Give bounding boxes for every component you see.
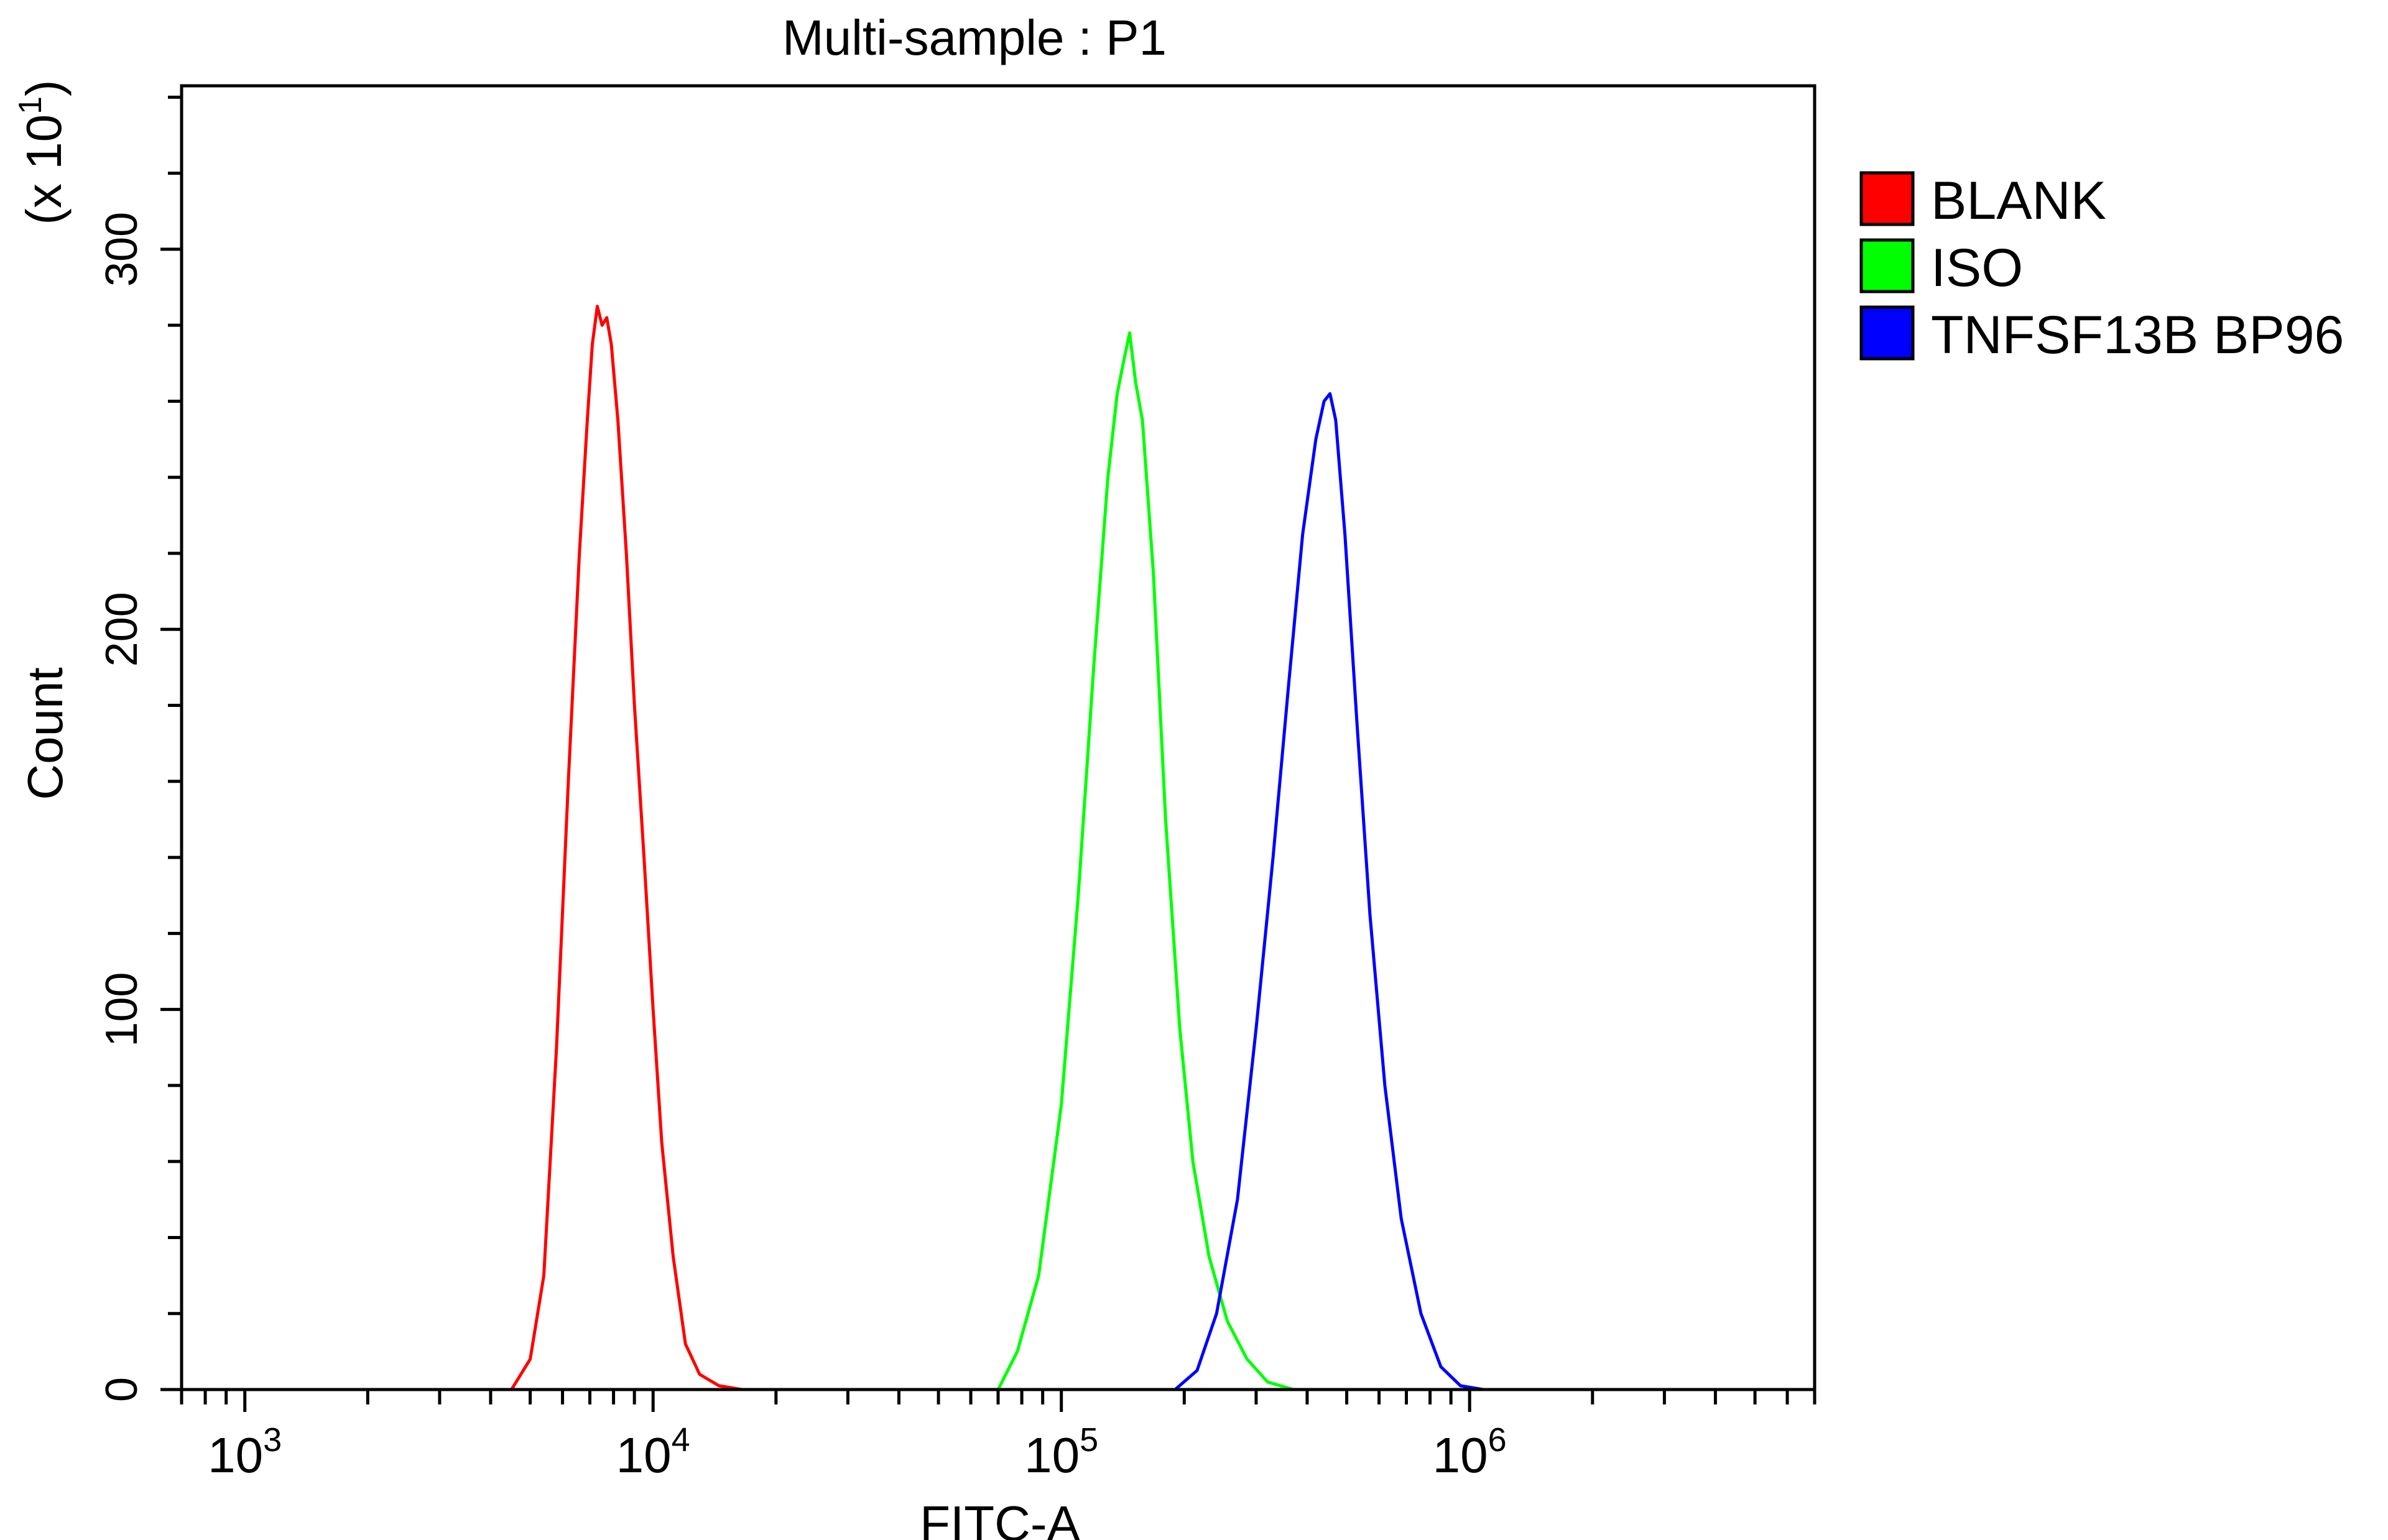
y-axis-title-group: Count bbox=[17, 667, 73, 800]
y-multiplier-close: ) bbox=[16, 80, 72, 96]
y-tick-label: 0 bbox=[97, 1377, 147, 1402]
y-tick-label-group: 100 bbox=[97, 972, 147, 1047]
x-tick-label: 103 bbox=[208, 1421, 282, 1483]
legend: BLANK ISO TNFSF13B BP96 bbox=[1859, 171, 2344, 365]
x-tick-base: 10 bbox=[208, 1427, 263, 1483]
legend-label: ISO bbox=[1931, 238, 2023, 298]
series-line-iso bbox=[996, 331, 1294, 1391]
legend-label: TNFSF13B BP96 bbox=[1931, 305, 2344, 365]
x-tick-label: 106 bbox=[1433, 1421, 1507, 1483]
y-multiplier-base: (x 10 bbox=[16, 114, 72, 225]
y-tick-label: 300 bbox=[97, 212, 147, 287]
x-tick-exponent: 6 bbox=[1488, 1421, 1507, 1459]
x-tick-base: 10 bbox=[1433, 1427, 1488, 1483]
x-tick-base: 10 bbox=[1024, 1427, 1080, 1483]
y-multiplier-exponent: 1 bbox=[12, 96, 49, 114]
plot-frame bbox=[180, 84, 1816, 1391]
series-line-tnfsf13b-bp96 bbox=[1174, 392, 1484, 1391]
y-multiplier: (x 101) bbox=[12, 80, 72, 224]
legend-swatch bbox=[1859, 305, 1915, 361]
y-tick-label-group: 300 bbox=[97, 212, 147, 287]
legend-swatch bbox=[1859, 171, 1915, 226]
legend-swatch bbox=[1859, 238, 1915, 293]
chart-title: Multi-sample : P1 bbox=[782, 10, 1167, 65]
y-tick-label-group: 0 bbox=[97, 1377, 147, 1402]
x-tick-exponent: 5 bbox=[1080, 1421, 1098, 1459]
x-tick-exponent: 4 bbox=[672, 1421, 690, 1459]
y-axis-ticks: 0 100 200 300 bbox=[97, 95, 182, 1402]
x-tick-exponent: 3 bbox=[263, 1421, 282, 1459]
legend-label: BLANK bbox=[1931, 171, 2106, 231]
y-tick-label-group: 200 bbox=[97, 592, 147, 666]
y-axis-label: Count bbox=[17, 667, 73, 800]
series-lines bbox=[510, 305, 1484, 1391]
x-tick-label: 105 bbox=[1024, 1421, 1098, 1483]
x-axis-ticks: 103 104 105 106 bbox=[180, 1390, 1816, 1483]
x-tick-label: 104 bbox=[616, 1421, 690, 1483]
x-tick-base: 10 bbox=[616, 1427, 672, 1483]
y-tick-label: 200 bbox=[97, 592, 147, 666]
y-tick-label: 100 bbox=[97, 972, 147, 1047]
y-multiplier-group: (x 101) bbox=[12, 80, 72, 224]
series-line-blank bbox=[510, 305, 743, 1391]
x-axis-label: FITC-A bbox=[920, 1496, 1080, 1540]
